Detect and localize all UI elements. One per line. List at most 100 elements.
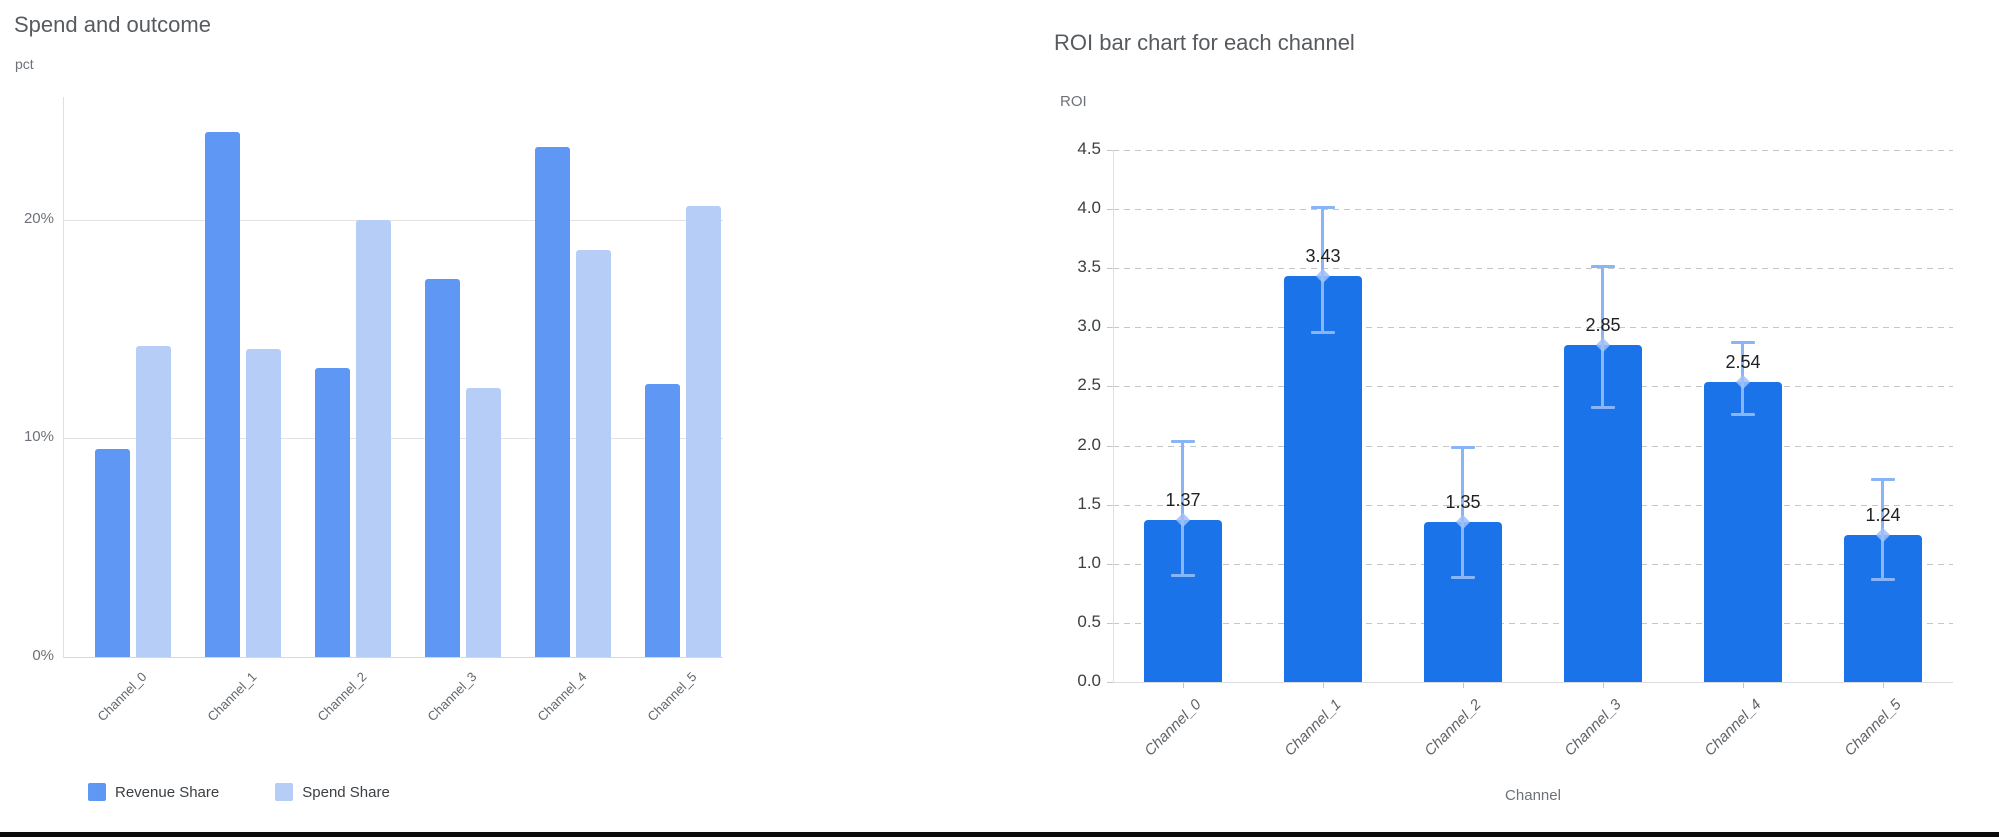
x-axis-category-label: Channel_0 [94, 669, 150, 725]
left-chart-y-axis-unit: pct [15, 56, 34, 72]
gridline [1113, 386, 1953, 388]
gridline [1113, 150, 1953, 151]
roi-plot-area: 0.0 0.5 1.0 1.5 2.0 2.5 3.0 3.5 4.0 4.5 1.37 Channe… [1077, 139, 1953, 759]
y-axis-tick-label: 20% [23, 209, 54, 227]
revenue-share-bar[interactable] [645, 383, 680, 657]
x-axis-category-label: Channel_0 [1141, 696, 1206, 760]
gridline [1113, 563, 1953, 565]
revenue-share-bar[interactable] [535, 147, 570, 657]
right-chart-title: ROI bar chart for each channel [1054, 30, 1355, 55]
bar-value-label: 2.54 [1725, 351, 1761, 372]
gridline [1113, 268, 1953, 270]
revenue-share-bar[interactable] [315, 368, 350, 657]
y-axis-tick-mark [1107, 209, 1113, 211]
gridline [1113, 504, 1953, 506]
gridline [1113, 327, 1953, 329]
spend-share-bar[interactable] [246, 348, 281, 657]
x-axis-tick-mark [1183, 683, 1184, 688]
y-axis-line [63, 97, 64, 657]
revenue-share-bar[interactable] [205, 132, 240, 657]
y-axis-tick-label: 10% [23, 428, 54, 446]
spend-outcome-chart: Spend and outcome pct 0% 10% 20% Channel_0 C… [0, 0, 790, 838]
y-axis-tick-label: 1.0 [1077, 552, 1101, 572]
error-bar-cap-top [1731, 340, 1755, 344]
legend-item-spend-share[interactable]: Spend Share [275, 783, 390, 801]
y-axis-tick-label: 3.5 [1077, 257, 1101, 277]
error-bar-cap-top [1171, 439, 1195, 443]
error-bar-cap-bottom [1451, 575, 1475, 579]
y-axis-tick-mark [1107, 504, 1113, 506]
x-axis-tick-mark [1743, 683, 1744, 688]
legend-item-revenue-share[interactable]: Revenue Share [88, 783, 219, 801]
y-axis-tick-mark [1107, 150, 1113, 151]
bar-value-label: 1.24 [1865, 505, 1901, 526]
error-bar-cap-top [1311, 205, 1335, 209]
y-axis-tick-mark [1107, 386, 1113, 388]
error-bar-cap-top [1871, 477, 1895, 481]
revenue-share-bar[interactable] [425, 278, 460, 657]
spend-share-bar[interactable] [466, 387, 501, 657]
bar-value-label: 1.35 [1445, 492, 1481, 513]
legend: Revenue Share Spend Share [88, 783, 390, 801]
x-axis-category-label: Channel_5 [1841, 696, 1906, 760]
bottom-border-bar [0, 832, 1999, 837]
x-axis-category-label: Channel_2 [314, 669, 370, 725]
gridline [63, 219, 723, 221]
y-axis-tick-mark [1107, 327, 1113, 329]
error-bar-line [1181, 440, 1184, 576]
legend-label-revenue: Revenue Share [115, 783, 220, 801]
y-axis-line [1113, 150, 1114, 682]
y-axis-tick-mark [1107, 445, 1113, 447]
error-bar-cap-bottom [1871, 578, 1895, 582]
legend-label-spend: Spend Share [302, 783, 390, 801]
error-bar-cap-bottom [1731, 412, 1755, 416]
spend-share-bar[interactable] [356, 219, 391, 657]
y-axis-tick-mark [1107, 268, 1113, 270]
x-axis-category-label: Channel_3 [1561, 696, 1626, 760]
roi-bar[interactable] [1704, 381, 1782, 682]
error-bar-cap-bottom [1171, 573, 1195, 577]
gridline [63, 438, 723, 440]
bar-value-label: 2.85 [1585, 315, 1621, 336]
x-axis-tick-mark [1323, 683, 1324, 688]
x-axis-category-label: Channel_1 [204, 669, 260, 725]
y-axis-tick-label: 2.0 [1077, 434, 1101, 454]
x-axis-tick-mark [1603, 683, 1604, 688]
y-axis-tick-label: 2.5 [1077, 375, 1101, 395]
spend-outcome-plot-area: 0% 10% 20% Channel_0 Channel_1 Channel_2 Chann… [24, 97, 723, 724]
spend-share-bar[interactable] [136, 346, 171, 657]
bar-value-label: 3.43 [1305, 246, 1341, 267]
error-bar-cap-bottom [1591, 405, 1615, 409]
legend-swatch-spend [275, 783, 294, 801]
gridline [1113, 445, 1953, 447]
x-axis-category-label: Channel_4 [1701, 696, 1766, 760]
revenue-share-bar[interactable] [95, 449, 130, 657]
gridline [63, 657, 723, 658]
legend-swatch-revenue [88, 783, 106, 801]
x-axis-category-label: Channel_4 [534, 669, 590, 725]
roi-chart: ROI bar chart for each channel ROI 0.0 0.… [1048, 0, 1999, 838]
y-axis-tick-label: 3.0 [1077, 316, 1101, 336]
y-axis-tick-label: 4.0 [1077, 198, 1101, 218]
gridline [1113, 209, 1953, 211]
spend-share-bar[interactable] [576, 250, 611, 657]
error-bar-cap-top [1591, 264, 1615, 268]
y-axis-tick-label: 4.5 [1077, 139, 1101, 158]
y-axis-tick-label: 0.5 [1077, 611, 1101, 631]
x-axis-category-label: Channel_3 [424, 669, 480, 725]
y-axis-tick-mark [1107, 622, 1113, 624]
bar-value-label: 1.37 [1165, 490, 1201, 511]
roi-bar[interactable] [1284, 276, 1362, 682]
right-chart-x-axis-title: Channel [1505, 787, 1561, 804]
error-bar-line [1461, 446, 1464, 578]
error-bar-cap-top [1451, 445, 1475, 449]
x-axis-category-label: Channel_1 [1281, 696, 1346, 760]
y-axis-tick-mark [1107, 563, 1113, 565]
error-bar-cap-bottom [1311, 331, 1335, 335]
gridline [1113, 682, 1953, 683]
spend-share-bar[interactable] [686, 206, 721, 657]
gridline [1113, 622, 1953, 624]
left-chart-title: Spend and outcome [14, 12, 211, 37]
x-axis-tick-mark [1463, 683, 1464, 688]
